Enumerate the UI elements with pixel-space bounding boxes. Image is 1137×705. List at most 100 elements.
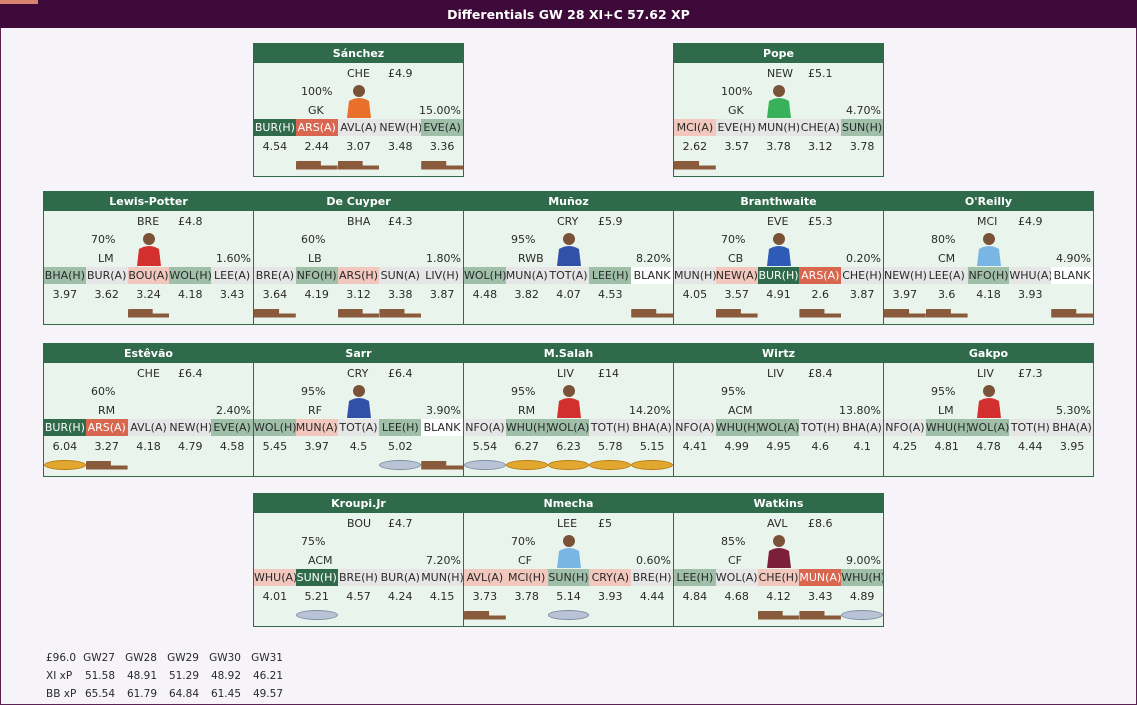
icon-cell [169,458,211,472]
player-position: GK [308,104,324,117]
player-photo [554,532,584,568]
fixture-strip: NFO(A) WHU(H) WOL(A) TOT(H) BHA(A) [464,419,673,436]
boot-icon [337,308,380,318]
fixture-cell: WOL(A) [715,569,758,586]
icon-cell [631,608,673,622]
selection-chance: 70% [511,535,536,548]
icon-cell [799,608,842,622]
player-card[interactable]: M.Salah LIV £14 95% RM 14.20% NFO(A) WHU(H) WOL(… [463,343,674,477]
xp-value: 61.79 [126,688,157,700]
player-card[interactable]: Watkins AVL £8.6 85% CF 9.00% LEE(H) WOL(A) CHE(… [673,493,884,627]
xp-value: 2.44 [304,140,329,153]
player-card[interactable]: O'Reilly MCI £4.9 80% CM 4.90% NEW(H) LEE(A) NFO… [883,191,1094,325]
fixture-cell: AVL(A) [464,569,506,586]
player-position: LM [938,404,954,417]
fixture-cell: BHA(H) [44,267,86,284]
icon-cell [254,458,296,472]
fixture-strip: BRE(A) NFO(H) ARS(H) SUN(A) LIV(H) [254,267,463,284]
icon-cell [548,306,590,320]
player-card[interactable]: Sánchez CHE £4.9 100% GK 15.00% BUR(H) ARS(A) AV… [253,43,464,177]
player-position: GK [728,104,744,117]
xp-value: 4.91 [766,288,791,301]
fixture-cell: BHA(A) [631,419,673,436]
fixture-strip: MUN(H) NEW(A) BUR(H) ARS(A) CHE(H) [674,267,883,284]
xp-value: 4.84 [682,590,708,603]
icon-cell [506,306,548,320]
icon-cell [421,306,463,320]
player-card[interactable]: Lewis-Potter BRE £4.8 70% LM 1.60% BHA(H) BUR(A… [43,191,254,325]
player-team: LEE [557,517,578,530]
fixture-cell: TOT(H) [589,419,632,436]
xp-value: 4.19 [304,288,329,301]
xp-value: 3.38 [388,288,413,301]
player-price: £5.9 [598,215,623,228]
icon-strip [44,306,253,320]
xp-value: 4.05 [682,288,708,301]
fixture-cell: BRE(H) [631,569,673,586]
icon-cell [841,458,883,472]
fixture-cell: TOT(H) [1009,419,1052,436]
boot-icon [715,308,758,318]
boot-icon [674,160,716,170]
player-price: £5 [598,517,612,530]
xp-value: 4.18 [976,288,1001,301]
player-position: LM [98,252,114,265]
fixture-cell: TOT(H) [799,419,842,436]
player-card[interactable]: Gakpo LIV £7.3 95% LM 5.30% NFO(A) WHU(H) WOL(A)… [883,343,1094,477]
fixture-cell: EVE(H) [715,119,758,136]
fixture-cell: MCI(H) [505,569,548,586]
gw-header: GW28 [125,652,157,664]
xp-value: 51.29 [168,670,199,682]
xp-strip: 3.97 3.6 4.18 3.93 [884,287,1093,302]
player-card[interactable]: Pope NEW £5.1 100% GK 4.70% MCI(A) EVE(H) MUN(H)… [673,43,884,177]
icon-cell [968,458,1010,472]
silver-medal-icon [547,610,590,620]
fixture-cell: TOT(A) [337,419,380,436]
fixture-cell: MUN(H) [421,569,463,586]
player-card[interactable]: Kroupi.Jr BOU £4.7 75% ACM 7.20% WHU(A) SUN(H) B… [253,493,464,627]
icon-cell [295,608,338,622]
xp-value: 5.54 [472,440,498,453]
player-card[interactable]: Wirtz LIV £8.4 95% ACM 13.80% NFO(A) WHU(H) WOL(… [673,343,884,477]
window-tab[interactable] [0,0,38,4]
player-position: ACM [308,554,333,567]
icon-cell [506,608,548,622]
player-name: Pope [674,44,883,63]
xp-value: 3.62 [94,288,119,301]
xp-value: 46.21 [252,670,283,682]
fixture-cell: SUN(H) [841,119,883,136]
icon-cell [505,458,548,472]
xp-value: 4.58 [219,440,245,453]
icon-cell [1051,458,1093,472]
fixture-cell: WOL(H) [169,267,212,284]
ownership-percent: 15.00% [419,104,461,117]
xp-value: 3.12 [346,288,371,301]
xp-value: 4.18 [178,288,203,301]
icon-cell [925,306,968,320]
gw-header: GW27 [83,652,115,664]
xp-value: 48.92 [210,670,241,682]
boot-icon [925,308,968,318]
xp-strip: 3.97 3.62 3.24 4.18 3.43 [44,287,253,302]
player-position: CM [938,252,956,265]
fixture-cell: WHU(H) [505,419,548,436]
ownership-percent: 0.20% [846,252,881,265]
fixture-cell: NEW(H) [884,267,926,284]
player-card[interactable]: Sarr CRY £6.4 95% RF 3.90% WOL(H) MUN(A) TOT(A) L… [253,343,464,477]
player-team: MCI [977,215,998,228]
player-position: CF [518,554,533,567]
xp-value: 3.97 [304,440,329,453]
player-card[interactable]: De Cuyper BHA £4.3 60% LB 1.80% BRE(A) NFO(H) AR… [253,191,464,325]
player-card[interactable]: Muñoz CRY £5.9 95% RWB 8.20% WOL(H) MUN(A) TOT(A… [463,191,674,325]
xp-value: 4.12 [766,590,791,603]
player-card[interactable]: Branthwaite EVE £5.3 70% CB 0.20% MUN(H) NEW(A)… [673,191,884,325]
player-position: RM [518,404,536,417]
player-name: De Cuyper [254,192,463,211]
player-name: Wirtz [674,344,883,363]
fixture-cell: NFO(A) [674,419,716,436]
player-card[interactable]: Estêvão CHE £6.4 60% RM 2.40% BUR(H) ARS(A) AVL(… [43,343,254,477]
icon-strip [254,608,463,622]
ownership-percent: 3.90% [426,404,461,417]
player-card[interactable]: Nmecha LEE £5 70% CF 0.60% AVL(A) MCI(H) SUN(H) C… [463,493,674,627]
icon-cell [631,458,673,472]
